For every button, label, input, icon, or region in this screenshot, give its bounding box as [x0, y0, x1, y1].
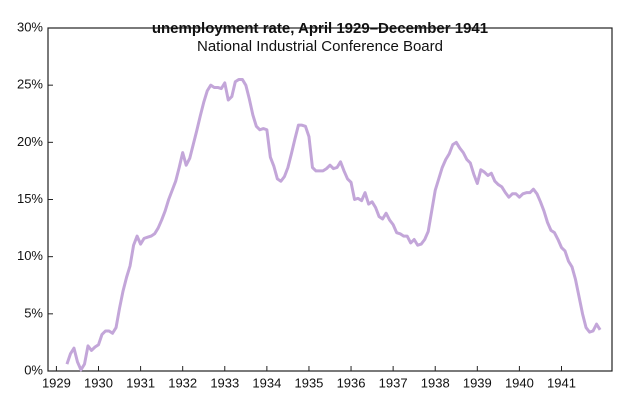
x-tick-label: 1937: [379, 375, 408, 390]
x-tick-label: 1940: [505, 375, 534, 390]
y-tick-label: 20%: [17, 134, 43, 149]
y-tick-label: 10%: [17, 248, 43, 263]
y-tick-label: 0%: [24, 362, 43, 377]
plot-frame: [47, 27, 613, 372]
x-tick-label: 1941: [547, 375, 576, 390]
y-tick-label: 30%: [17, 19, 43, 34]
y-tick-label: 25%: [17, 77, 43, 92]
x-tick-label: 1934: [252, 375, 281, 390]
x-tick-label: 1936: [337, 375, 366, 390]
x-tick-label: 1938: [421, 375, 450, 390]
x-tick-label: 1930: [84, 375, 113, 390]
x-tick-label: 1939: [463, 375, 492, 390]
x-tick-label: 1933: [210, 375, 239, 390]
y-tick-label: 5%: [24, 305, 43, 320]
chart-title: unemployment rate, April 1929–December 1…: [152, 20, 488, 37]
y-tick-label: 15%: [17, 191, 43, 206]
x-tick-label: 1932: [168, 375, 197, 390]
x-tick-label: 1931: [126, 375, 155, 390]
data-line: [65, 77, 602, 372]
x-tick-label: 1935: [294, 375, 323, 390]
x-tick-label: 1929: [42, 375, 71, 390]
chart-subtitle: National Industrial Conference Board: [197, 38, 443, 55]
